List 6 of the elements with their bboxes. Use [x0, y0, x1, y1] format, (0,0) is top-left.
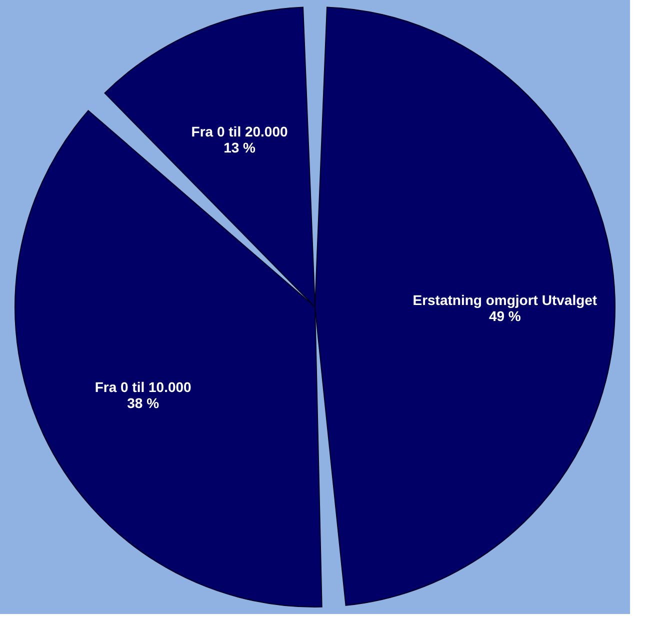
slice-label: Fra 0 til 20.000 [191, 124, 288, 140]
slice-label: Fra 0 til 10.000 [94, 378, 192, 395]
data-label: 38 % [127, 394, 160, 411]
data-label: 13 % [224, 140, 256, 156]
data-label: 49 % [488, 308, 522, 324]
slice-label: Erstatning omgjort Utvalget [412, 292, 598, 308]
